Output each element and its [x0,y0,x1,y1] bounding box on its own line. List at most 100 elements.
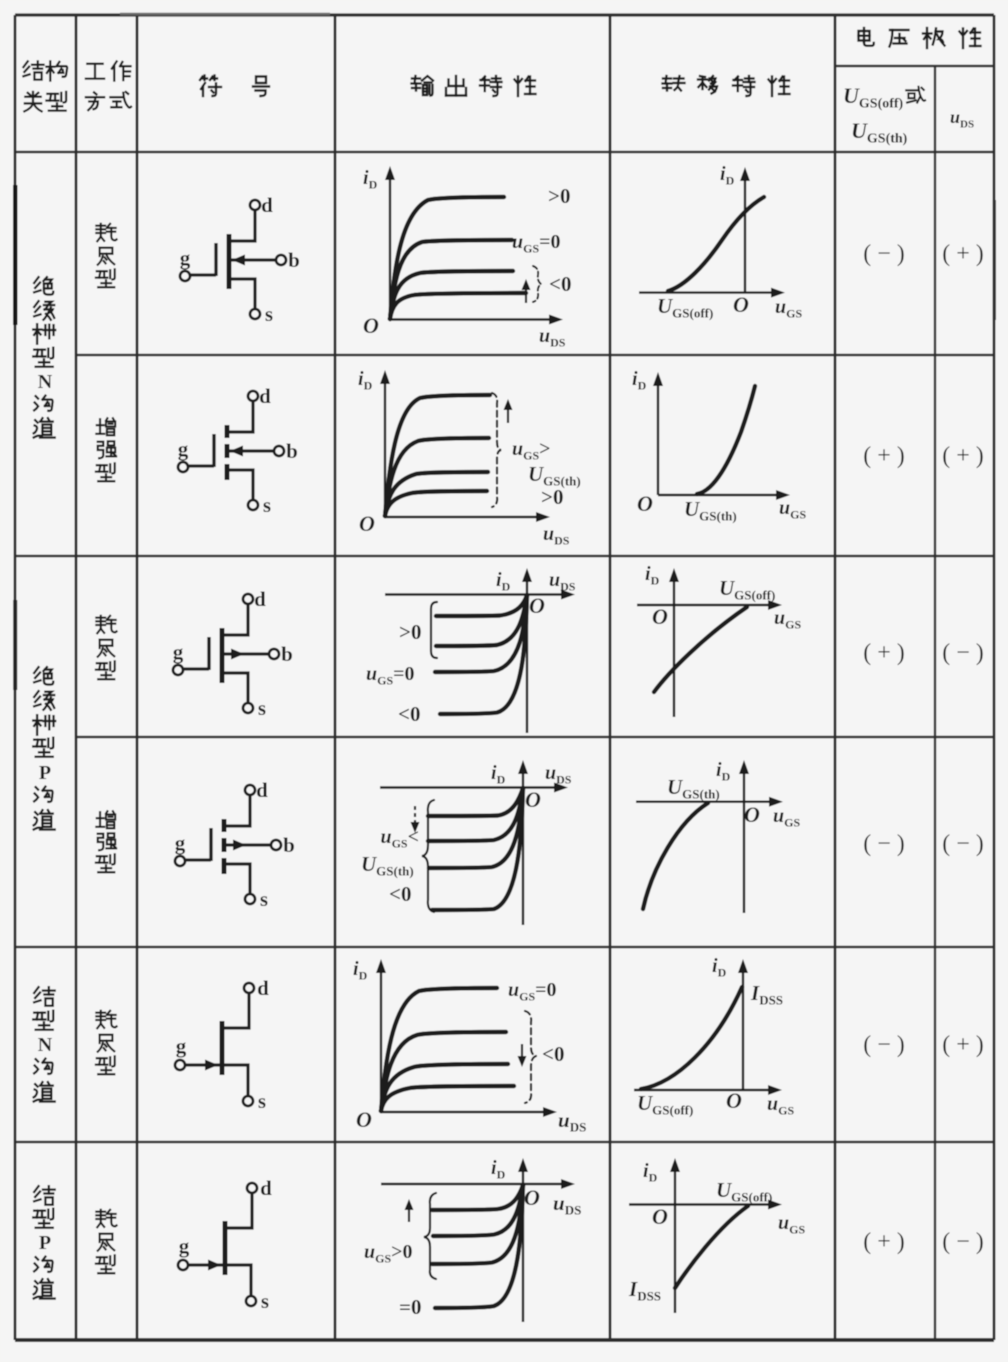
svg-text:>0: >0 [399,620,421,644]
svg-text:UGS(th): UGS(th) [684,497,737,524]
svg-text:d: d [259,384,271,408]
svg-text:s: s [265,302,273,326]
svg-text:uDS: uDS [558,1108,586,1135]
svg-text:iD: iD [358,368,373,393]
svg-text:UGS(th): UGS(th) [528,462,581,489]
svg-text:uGS: uGS [778,1212,805,1237]
svg-text:d: d [257,976,269,1000]
svg-text:UGS(off): UGS(off) [719,576,775,603]
svg-text:UGS(off): UGS(off) [843,83,904,112]
svg-text:O: O [744,802,760,827]
svg-text:s: s [261,1289,269,1313]
svg-text:IDSS: IDSS [750,981,783,1008]
svg-text:O: O [726,1088,742,1113]
svg-text:( + ): ( + ) [942,443,984,469]
svg-text:iD: iD [716,759,731,784]
svg-text:=0: =0 [399,1295,421,1319]
svg-text:O: O [359,511,375,536]
svg-text:uGS: uGS [767,1093,794,1118]
svg-text:uGS: uGS [775,296,802,321]
svg-text:uGS<: uGS< [380,826,419,851]
svg-text:uGS>0: uGS>0 [364,1241,413,1266]
svg-text:iD: iD [496,569,511,594]
svg-text:iD: iD [491,1157,506,1182]
svg-text:<0: <0 [398,702,420,726]
svg-text:UGS(off): UGS(off) [637,1091,693,1118]
svg-text:O: O [652,1204,668,1229]
svg-text:b: b [288,248,300,272]
svg-text:uDS: uDS [543,523,570,548]
svg-text:<0: <0 [389,882,411,906]
svg-text:( − ): ( − ) [863,1032,905,1058]
svg-text:iD: iD [712,955,727,980]
svg-text:UGS(th): UGS(th) [851,118,908,147]
svg-text:( − ): ( − ) [942,831,984,857]
svg-text:uGS: uGS [779,497,806,522]
svg-text:g: g [175,831,186,855]
svg-text:b: b [281,642,293,666]
svg-text:O: O [525,787,541,812]
svg-text:uGS=0: uGS=0 [512,231,561,256]
svg-text:uGS: uGS [774,607,801,632]
svg-text:( + ): ( + ) [863,640,905,666]
svg-text:g: g [178,437,189,461]
svg-text:iD: iD [353,958,368,983]
svg-text:uDS: uDS [549,569,576,594]
svg-text:d: d [254,587,266,611]
svg-text:s: s [260,887,268,911]
svg-text:b: b [286,439,298,463]
svg-text:b: b [283,833,295,857]
svg-text:O: O [363,313,379,338]
svg-text:uGS=0: uGS=0 [366,663,415,688]
svg-text:s: s [263,493,271,517]
svg-text:uGS: uGS [773,805,800,830]
svg-text:iD: iD [643,1160,658,1185]
svg-text:N: N [38,1034,53,1056]
svg-text:( + ): ( + ) [863,443,905,469]
svg-text:( − ): ( − ) [942,640,984,666]
svg-text:iD: iD [720,163,735,188]
svg-text:( + ): ( + ) [942,241,984,267]
svg-text:O: O [356,1107,372,1132]
svg-text:d: d [256,778,268,802]
svg-text:uGS>: uGS> [512,438,551,463]
svg-text:UGS(th): UGS(th) [361,852,414,879]
svg-text:( + ): ( + ) [942,1032,984,1058]
svg-text:g: g [176,1034,187,1058]
svg-text:( − ): ( − ) [863,241,905,267]
svg-text:<0: <0 [542,1042,564,1066]
svg-text:UGS(off): UGS(off) [716,1178,772,1205]
svg-text:uDS: uDS [545,762,572,787]
svg-text:g: g [180,246,191,270]
svg-text:uGS=0: uGS=0 [508,979,557,1004]
svg-text:iD: iD [645,563,660,588]
svg-text:s: s [258,1089,266,1113]
svg-text:UGS(th): UGS(th) [667,775,720,802]
svg-text:UGS(off): UGS(off) [657,294,713,321]
svg-text:N: N [38,371,53,393]
svg-text:iD: iD [491,762,506,787]
svg-text:<0: <0 [549,272,571,296]
svg-text:P: P [39,762,51,784]
svg-text:iD: iD [363,167,378,192]
svg-text:d: d [260,1176,272,1200]
svg-text:( − ): ( − ) [863,831,905,857]
svg-text:g: g [179,1234,190,1258]
svg-text:O: O [524,1185,540,1210]
svg-text:IDSS: IDSS [628,1277,661,1304]
svg-text:O: O [637,491,653,516]
svg-text:>0: >0 [548,184,570,208]
svg-text:O: O [529,593,545,618]
svg-text:( + ): ( + ) [863,1229,905,1255]
svg-text:P: P [39,1232,51,1254]
svg-text:d: d [261,193,273,217]
svg-text:iD: iD [632,368,647,393]
svg-text:uDS: uDS [539,325,566,350]
svg-text:g: g [173,640,184,664]
svg-text:uDS: uDS [950,107,974,131]
svg-text:s: s [258,696,266,720]
svg-text:uDS: uDS [553,1191,581,1218]
svg-text:O: O [733,292,749,317]
svg-text:>0: >0 [541,485,563,509]
svg-text:( − ): ( − ) [942,1229,984,1255]
